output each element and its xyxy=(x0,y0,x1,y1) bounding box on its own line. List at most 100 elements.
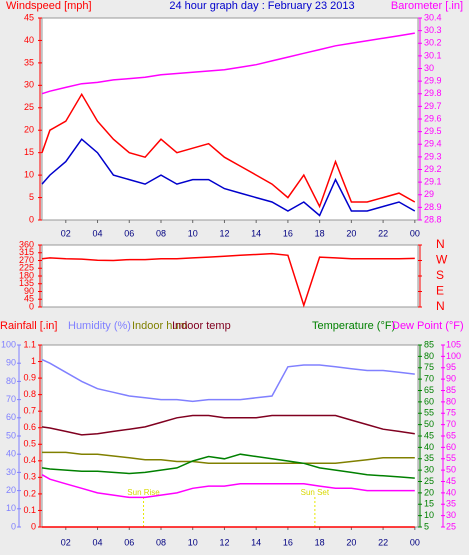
x-tick-label: 02 xyxy=(61,537,71,547)
y-tick-label: 29.3 xyxy=(424,151,442,161)
y-tick-label: 29.9 xyxy=(424,76,442,86)
wind-panel xyxy=(41,17,419,221)
legend-entry: Dew Point (°F) xyxy=(392,320,464,332)
series-line xyxy=(41,453,415,479)
y-tick-label: 0 xyxy=(29,214,34,224)
y-tick-label: 40 xyxy=(24,35,34,45)
series-line xyxy=(41,414,415,436)
series-line xyxy=(41,92,416,209)
y-tick-label: 360 xyxy=(19,239,34,249)
y-tick-label: 65 xyxy=(424,385,434,395)
y-tick-label: 40 xyxy=(446,487,456,497)
y-tick-label: 0.6 xyxy=(23,422,36,432)
y-tick-label: 30.3 xyxy=(424,25,442,35)
y-tick-label: 60 xyxy=(446,442,456,452)
x-tick-label: 14 xyxy=(251,228,261,238)
x-tick-label: 16 xyxy=(283,228,293,238)
y-tick-label: 35 xyxy=(24,57,34,67)
x-tick-label: 08 xyxy=(156,228,166,238)
y-tick-label: 25 xyxy=(424,476,434,486)
y-tick-label: 29.6 xyxy=(424,113,442,123)
y-tick-label: 0 xyxy=(11,521,16,531)
y-tick-label: 30.4 xyxy=(424,12,442,22)
legend-entry: Rainfall [.in] xyxy=(0,320,57,332)
y-tick-label: 10 xyxy=(6,503,16,513)
y-tick-label: 95 xyxy=(446,362,456,372)
x-tick-label: 04 xyxy=(93,537,103,547)
chart-title: 24 hour graph day : February 23 2013 xyxy=(169,0,354,12)
y-tick-label: 100 xyxy=(446,351,461,361)
y-tick-label: 29.2 xyxy=(424,164,442,174)
x-tick-label: 00 xyxy=(410,228,420,238)
y-tick-label: 1.1 xyxy=(23,339,36,349)
barometer-axis-label: Barometer [.in] xyxy=(391,0,463,12)
y-tick-label: 135 xyxy=(19,278,34,288)
y-tick-label: 29.7 xyxy=(424,101,442,111)
x-tick-label: 02 xyxy=(61,228,71,238)
y-tick-label: 70 xyxy=(6,394,16,404)
y-tick-label: 180 xyxy=(19,270,34,280)
series-line xyxy=(41,32,415,95)
y-tick-label: 0 xyxy=(31,521,36,531)
x-tick-label: 12 xyxy=(219,537,229,547)
y-tick-label: 29.1 xyxy=(424,177,442,187)
y-tick-label: 85 xyxy=(446,385,456,395)
series-line xyxy=(41,138,416,217)
y-tick-label: N xyxy=(436,237,445,251)
y-tick-label: 10 xyxy=(24,169,34,179)
y-tick-label: 10 xyxy=(424,510,434,520)
y-tick-label: 20 xyxy=(24,125,34,135)
y-tick-label: 75 xyxy=(446,408,456,418)
y-tick-label: 29.4 xyxy=(424,139,442,149)
y-tick-label: 50 xyxy=(6,430,16,440)
legend-entry: Temperature (°F) xyxy=(312,320,395,332)
y-tick-label: 315 xyxy=(19,247,34,257)
y-tick-label: 28.8 xyxy=(424,214,442,224)
y-tick-label: 0.2 xyxy=(23,488,36,498)
y-tick-label: W xyxy=(436,253,448,267)
y-tick-label: 40 xyxy=(6,449,16,459)
x-tick-label: 18 xyxy=(315,228,325,238)
annotation: Sun Rise xyxy=(127,488,160,497)
x-tick-label: 22 xyxy=(378,537,388,547)
y-tick-label: 0.3 xyxy=(23,472,36,482)
y-tick-label: 25 xyxy=(24,102,34,112)
wind-axis-label: Windspeed [mph] xyxy=(6,0,92,12)
y-tick-label: 65 xyxy=(446,430,456,440)
y-tick-label: 225 xyxy=(19,263,34,273)
y-tick-label: 85 xyxy=(424,339,434,349)
y-tick-label: 30 xyxy=(6,467,16,477)
y-tick-label: 0.5 xyxy=(23,439,36,449)
y-tick-label: 0 xyxy=(29,301,34,311)
legend-entry: Indoor hum xyxy=(132,320,188,332)
y-tick-label: 28.9 xyxy=(424,202,442,212)
direction-panel xyxy=(41,244,419,308)
y-tick-label: N xyxy=(436,299,445,313)
y-tick-label: 40 xyxy=(424,442,434,452)
x-tick-label: 22 xyxy=(378,228,388,238)
y-tick-label: 29 xyxy=(424,189,434,199)
y-tick-label: 90 xyxy=(446,374,456,384)
y-tick-label: 75 xyxy=(424,362,434,372)
y-tick-label: 45 xyxy=(24,294,34,304)
y-tick-label: 20 xyxy=(6,485,16,495)
y-tick-label: 15 xyxy=(424,499,434,509)
x-tick-label: 20 xyxy=(346,537,356,547)
y-tick-label: 1 xyxy=(31,356,36,366)
y-tick-label: 60 xyxy=(6,412,16,422)
y-tick-label: 0.8 xyxy=(23,389,36,399)
y-tick-label: 80 xyxy=(6,376,16,386)
y-tick-label: 45 xyxy=(24,12,34,22)
y-tick-label: 90 xyxy=(24,286,34,296)
y-tick-label: 25 xyxy=(446,521,456,531)
x-tick-label: 04 xyxy=(93,228,103,238)
y-tick-label: 0.7 xyxy=(23,406,36,416)
y-tick-label: 45 xyxy=(446,476,456,486)
x-tick-label: 00 xyxy=(410,537,420,547)
y-tick-label: 0.4 xyxy=(23,455,36,465)
y-tick-label: 270 xyxy=(19,255,34,265)
y-tick-label: 30 xyxy=(424,465,434,475)
x-tick-label: 12 xyxy=(219,228,229,238)
y-tick-label: 45 xyxy=(424,430,434,440)
